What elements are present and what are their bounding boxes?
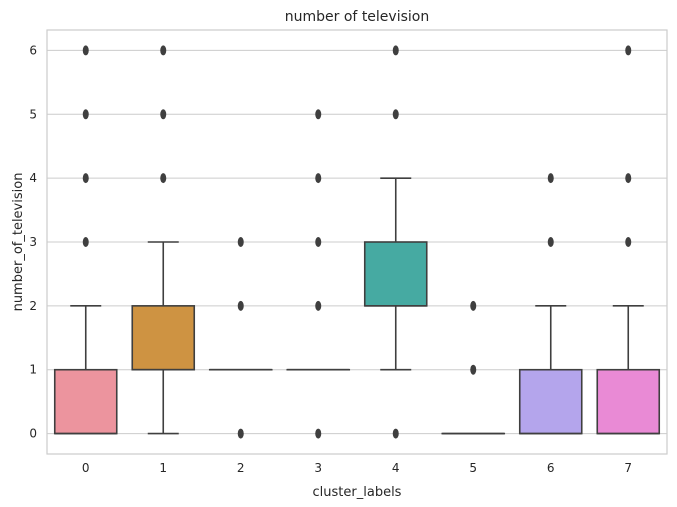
x-axis-label: cluster_labels	[313, 485, 402, 500]
y-tick-label: 0	[29, 427, 37, 441]
outlier-point	[160, 173, 167, 184]
y-tick-label: 5	[29, 107, 37, 121]
boxes	[53, 45, 661, 439]
box	[518, 368, 583, 435]
plot-frame	[46, 29, 668, 455]
box-group	[131, 45, 196, 435]
outlier-point	[392, 109, 399, 120]
box	[596, 368, 661, 435]
box-group	[518, 173, 583, 435]
x-tick-labels: 0 1 2 3 4 5 6 7	[82, 461, 632, 475]
box-group	[208, 237, 273, 439]
outlier-point	[392, 428, 399, 439]
outlier-point	[625, 173, 632, 184]
outlier-point	[237, 300, 244, 311]
chart-title: number of television	[285, 9, 429, 25]
box-group	[286, 109, 351, 439]
outlier-point	[82, 237, 89, 247]
outlier-point	[625, 237, 632, 247]
x-tick-label: 5	[469, 461, 477, 475]
outlier-point	[625, 45, 632, 56]
box	[53, 368, 118, 435]
outlier-point	[237, 237, 244, 247]
box-group	[53, 45, 118, 435]
outlier-point	[82, 109, 89, 120]
y-tick-label: 3	[29, 235, 37, 249]
x-tick-label: 7	[624, 461, 632, 475]
outlier-point	[82, 173, 89, 184]
x-tick-label: 4	[392, 461, 400, 475]
y-tick-label: 1	[29, 363, 37, 377]
outlier-point	[237, 428, 244, 439]
outlier-point	[547, 237, 554, 247]
x-tick-label: 6	[547, 461, 555, 475]
outlier-point	[547, 173, 554, 184]
outlier-point	[315, 109, 322, 120]
box-group	[596, 45, 661, 435]
outlier-point	[160, 45, 167, 56]
box-group	[441, 300, 506, 435]
box-group	[363, 45, 428, 439]
outlier-point	[470, 300, 477, 311]
outlier-point	[470, 364, 477, 375]
x-tick-label: 2	[237, 461, 245, 475]
outlier-point	[160, 109, 167, 120]
outlier-point	[315, 428, 322, 439]
box	[131, 305, 196, 371]
x-tick-label: 3	[314, 461, 322, 475]
y-tick-labels: 0 1 2 3 4 5 6	[29, 43, 37, 440]
box	[363, 241, 428, 307]
outlier-point	[392, 45, 399, 56]
x-tick-label: 1	[159, 461, 167, 475]
outlier-point	[315, 300, 322, 311]
outlier-point	[315, 173, 322, 184]
y-axis-label: number_of_television	[11, 173, 26, 312]
y-tick-label: 2	[29, 299, 37, 313]
y-tick-label: 4	[29, 171, 37, 185]
outlier-point	[82, 45, 89, 56]
y-tick-label: 6	[29, 43, 37, 57]
outlier-point	[315, 237, 322, 247]
x-tick-label: 0	[82, 461, 90, 475]
